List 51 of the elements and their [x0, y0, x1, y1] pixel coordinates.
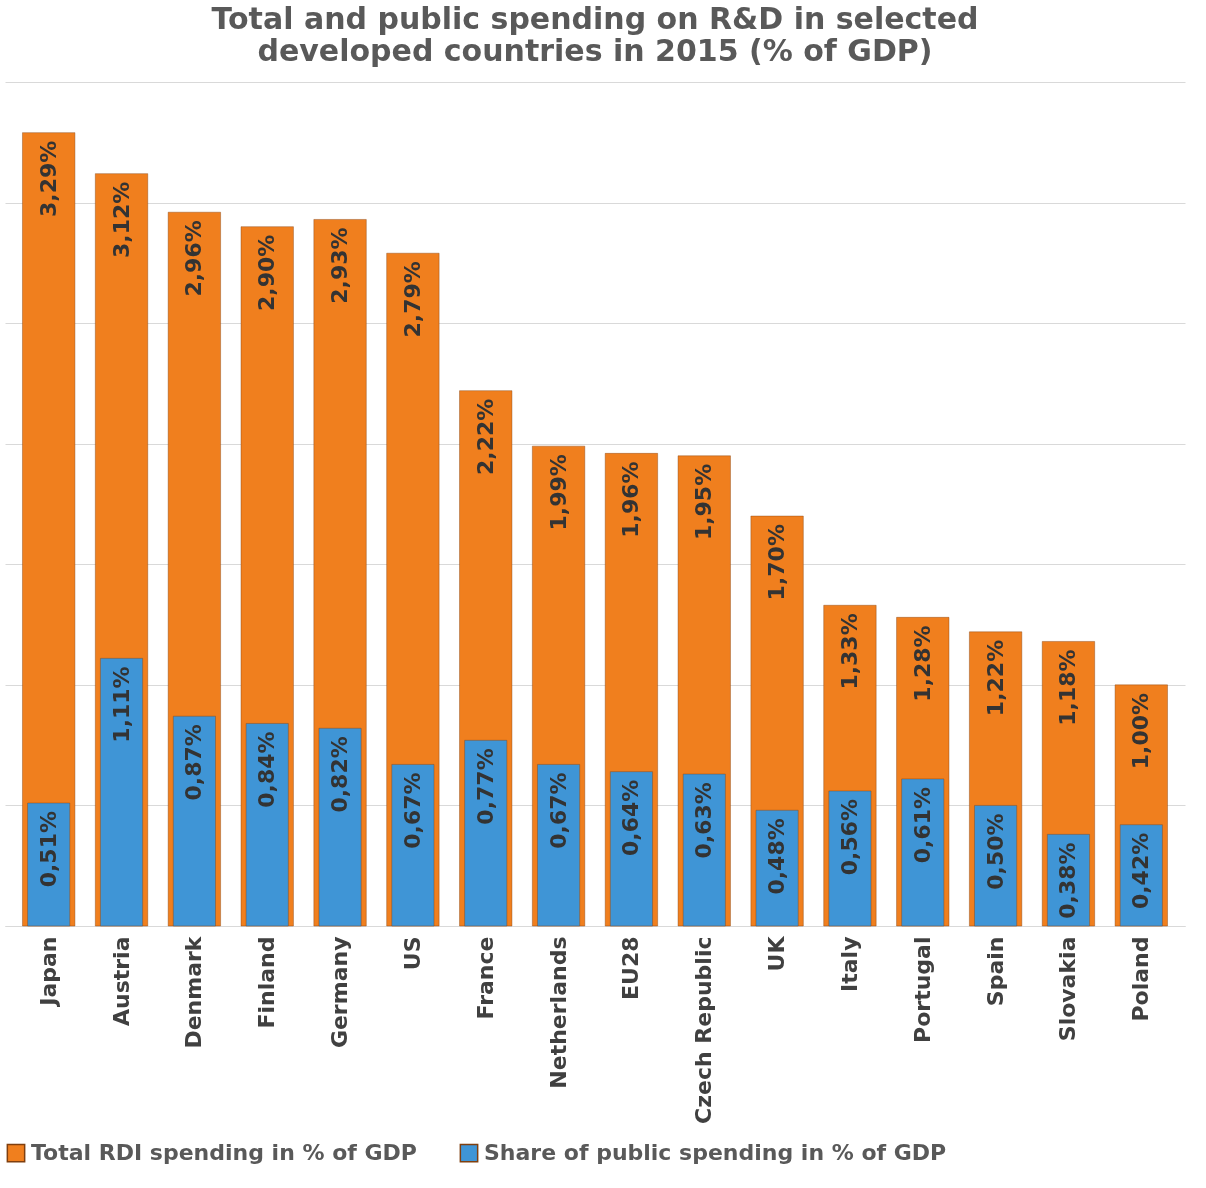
x-tick-label: Italy: [836, 936, 862, 992]
data-label: 3,29%: [35, 140, 61, 217]
data-label: 1,22%: [982, 639, 1008, 717]
x-tick-label: Portugal: [909, 936, 935, 1043]
x-tick-label: Netherlands: [545, 936, 571, 1089]
data-label: 2,93%: [327, 227, 353, 304]
data-label: 0,67%: [545, 772, 571, 849]
x-tick-label: Poland: [1128, 936, 1154, 1022]
x-tick-label: UK: [764, 935, 790, 972]
data-label: 0,38%: [1055, 842, 1081, 919]
x-tick-label: US: [399, 936, 425, 971]
data-label: 0,84%: [254, 731, 280, 808]
x-tick-label: Denmark: [181, 935, 207, 1049]
data-label: 1,28%: [909, 625, 935, 702]
data-label: 0,51%: [35, 811, 61, 888]
data-label: 0,77%: [472, 748, 498, 825]
chart-title: Total and public spending on R&D in selected developed countries in 2015 (% of GDP): [211, 1, 979, 68]
data-label: 3,12%: [108, 181, 134, 258]
data-label: 1,33%: [836, 613, 862, 690]
data-label: 0,42%: [1128, 832, 1154, 910]
x-tick-label: Austria: [108, 936, 134, 1027]
data-label: 1,99%: [545, 454, 571, 531]
data-label: 2,90%: [254, 234, 280, 312]
data-label: 0,61%: [909, 786, 935, 864]
data-label: 0,87%: [181, 724, 207, 801]
data-label: 1,18%: [1055, 649, 1081, 726]
data-label: 0,63%: [691, 782, 717, 859]
data-label: 0,67%: [399, 772, 425, 849]
data-label: 2,96%: [181, 220, 207, 297]
data-label: 0,48%: [764, 818, 790, 895]
data-label: 0,50%: [982, 813, 1008, 890]
x-tick-label: Japan: [35, 936, 61, 1008]
data-label: 1,00%: [1128, 692, 1154, 770]
data-label: 2,79%: [399, 261, 425, 338]
x-tick-label: Czech Republic: [691, 936, 717, 1124]
data-label: 2,22%: [472, 398, 498, 475]
data-label: 0,64%: [618, 779, 644, 856]
x-tick-label: Germany: [327, 936, 353, 1049]
data-label: 1,95%: [691, 463, 717, 541]
data-label: 0,82%: [327, 736, 353, 813]
legend-label: Share of public spending in % of GDP: [484, 1140, 947, 1166]
data-label: 1,70%: [764, 524, 790, 601]
legend-label: Total RDI spending in % of GDP: [31, 1140, 417, 1166]
x-tick-label: Finland: [254, 936, 280, 1029]
data-label: 0,56%: [836, 798, 862, 876]
x-tick-label: Slovakia: [1055, 936, 1081, 1042]
x-tick-label: EU28: [618, 936, 644, 1001]
data-label: 1,96%: [618, 461, 644, 538]
x-tick-label: France: [472, 936, 498, 1020]
data-label: 1,11%: [108, 666, 134, 743]
x-tick-label: Spain: [982, 936, 1008, 1007]
